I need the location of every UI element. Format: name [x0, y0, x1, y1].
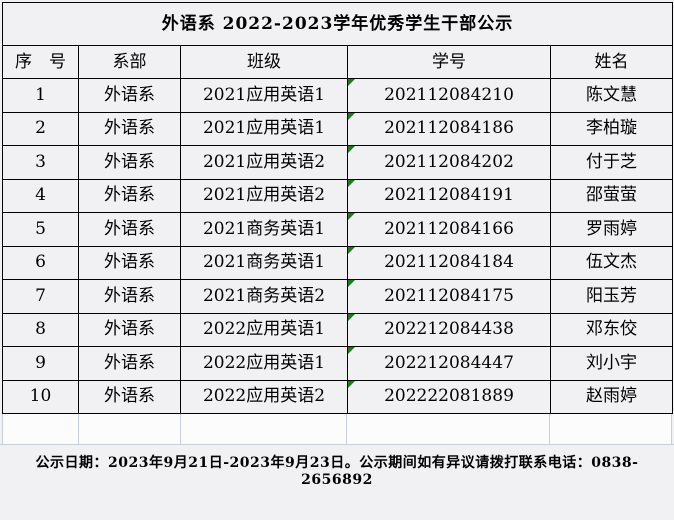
cell-class: 2021应用英语2	[180, 145, 348, 180]
title-row: 外语系 2022-2023学年优秀学生干部公示	[1, 2, 674, 46]
cell-student-id: 202112084191	[347, 178, 551, 213]
publicity-notice-text: 公示日期：2023年9月21日-2023年9月23日。公示期间如有异议请拨打联系…	[0, 444, 674, 500]
header-department: 系部	[78, 45, 181, 79]
table-row: 4 外语系 2021应用英语2 202112084191 邵萤萤	[2, 178, 674, 213]
cell-serial: 6	[2, 245, 79, 280]
cell-department: 外语系	[78, 379, 181, 414]
green-triangle-icon	[348, 146, 355, 153]
cell-serial: 4	[2, 178, 79, 213]
cell-class: 2021商务英语1	[180, 212, 348, 247]
empty-grid-cell	[181, 414, 348, 444]
table-row: 8 外语系 2022应用英语1 202212084438 邓东佼	[2, 312, 674, 347]
cell-department: 外语系	[78, 245, 181, 280]
green-triangle-icon	[348, 313, 355, 321]
cell-class: 2022应用英语1	[180, 312, 348, 347]
cell-class: 2021商务英语2	[180, 279, 348, 314]
cell-student-id: 202112084175	[347, 279, 551, 314]
green-triangle-icon	[348, 380, 355, 388]
empty-grid-cell	[347, 414, 551, 444]
empty-grid-cell	[79, 414, 181, 444]
empty-grid-cell	[3, 414, 79, 444]
spreadsheet-page: 外语系 2022-2023学年优秀学生干部公示 序 号 系部 班级 学号 姓名 …	[0, 2, 674, 500]
table-row: 1 外语系 2021应用英语1 202112084210 陈文慧	[2, 78, 674, 113]
cell-name: 陈文慧	[549, 78, 674, 113]
cell-serial: 8	[2, 312, 79, 347]
table-row: 7 外语系 2021商务英语2 202112084175 阳玉芳	[2, 279, 674, 314]
header-class: 班级	[180, 45, 348, 79]
green-triangle-icon	[348, 112, 355, 120]
cell-student-id: 202112084166	[347, 212, 551, 247]
green-triangle-icon	[348, 280, 355, 287]
cell-department: 外语系	[78, 78, 181, 113]
cell-student-id: 202112084184	[347, 245, 551, 280]
header-serial: 序 号	[2, 45, 79, 79]
empty-grid-row	[2, 414, 672, 444]
cell-class: 2021商务英语1	[180, 245, 348, 280]
cell-serial: 1	[2, 78, 79, 113]
cell-name: 阳玉芳	[549, 279, 674, 314]
cell-name: 罗雨婷	[549, 212, 674, 247]
cell-department: 外语系	[78, 312, 181, 347]
cell-serial: 2	[2, 111, 79, 146]
student-id-text: 202112084202	[384, 151, 514, 172]
green-triangle-icon	[348, 246, 355, 254]
cell-serial: 3	[2, 145, 79, 180]
table-row: 10 外语系 2022应用英语2 202222081889 赵雨婷	[2, 379, 674, 414]
table-header-row: 序 号 系部 班级 学号 姓名	[2, 45, 674, 79]
cell-department: 外语系	[78, 346, 181, 381]
cell-student-id: 202112084186	[347, 111, 551, 146]
empty-grid-cell	[550, 414, 672, 444]
cell-class: 2021应用英语1	[180, 78, 348, 113]
green-triangle-icon	[348, 179, 355, 187]
cell-name: 付于芝	[549, 145, 674, 180]
cell-name: 邓东佼	[549, 312, 674, 347]
cell-name: 邵萤萤	[549, 178, 674, 213]
cell-student-id: 202112084202	[347, 145, 551, 180]
cell-class: 2021应用英语2	[180, 178, 348, 213]
student-id-text: 202222081889	[384, 386, 514, 407]
cell-student-id: 202212084438	[347, 312, 551, 347]
green-triangle-icon	[348, 79, 355, 86]
header-student-id: 学号	[347, 45, 551, 79]
student-id-text: 202112084191	[384, 185, 514, 206]
cell-department: 外语系	[78, 145, 181, 180]
cell-serial: 9	[2, 346, 79, 381]
cell-name: 李柏璇	[549, 111, 674, 146]
cell-student-id: 202112084210	[347, 78, 551, 113]
table-row: 5 外语系 2021商务英语1 202112084166 罗雨婷	[2, 212, 674, 247]
cell-department: 外语系	[78, 279, 181, 314]
green-triangle-icon	[348, 347, 355, 354]
table-row: 6 外语系 2021商务英语1 202112084184 伍文杰	[2, 245, 674, 280]
cell-department: 外语系	[78, 178, 181, 213]
cell-student-id: 202212084447	[347, 346, 551, 381]
cell-serial: 10	[2, 379, 79, 414]
table-row: 2 外语系 2021应用英语1 202112084186 李柏璇	[2, 111, 674, 146]
cell-serial: 5	[2, 212, 79, 247]
cell-student-id: 202222081889	[347, 379, 551, 414]
announcement-table: 外语系 2022-2023学年优秀学生干部公示 序 号 系部 班级 学号 姓名 …	[1, 2, 674, 414]
student-id-text: 202112084186	[384, 118, 514, 139]
cell-name: 刘小宇	[549, 346, 674, 381]
student-id-text: 202112084175	[384, 285, 514, 306]
cell-name: 赵雨婷	[549, 379, 674, 414]
cell-class: 2022应用英语1	[180, 346, 348, 381]
student-id-text: 202212084438	[384, 319, 514, 340]
cell-serial: 7	[2, 279, 79, 314]
cell-department: 外语系	[78, 111, 181, 146]
student-id-text: 202112084166	[384, 218, 514, 239]
table-row: 9 外语系 2022应用英语1 202212084447 刘小宇	[2, 346, 674, 381]
student-id-text: 202112084184	[384, 252, 514, 273]
cell-class: 2022应用英语2	[180, 379, 348, 414]
page-title: 外语系 2022-2023学年优秀学生干部公示	[1, 2, 674, 46]
cell-department: 外语系	[78, 212, 181, 247]
green-triangle-icon	[348, 213, 355, 220]
student-id-text: 202112084210	[384, 84, 514, 105]
cell-name: 伍文杰	[549, 245, 674, 280]
student-id-text: 202212084447	[384, 352, 514, 373]
header-name: 姓名	[549, 45, 674, 79]
cell-class: 2021应用英语1	[180, 111, 348, 146]
table-row: 3 外语系 2021应用英语2 202112084202 付于芝	[2, 145, 674, 180]
